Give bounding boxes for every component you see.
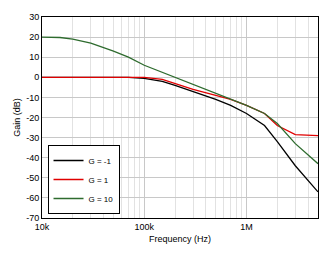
- svg-text:100k: 100k: [134, 222, 154, 232]
- svg-text:-30: -30: [26, 133, 39, 143]
- svg-text:Frequency (Hz): Frequency (Hz): [149, 234, 211, 244]
- svg-text:30: 30: [29, 12, 39, 22]
- svg-text:G = 10: G = 10: [89, 195, 114, 204]
- svg-text:-70: -70: [26, 213, 39, 223]
- svg-text:10: 10: [29, 52, 39, 62]
- svg-text:10k: 10k: [35, 222, 50, 232]
- svg-text:0: 0: [34, 72, 39, 82]
- svg-text:-10: -10: [26, 93, 39, 103]
- svg-text:-60: -60: [26, 193, 39, 203]
- svg-text:20: 20: [29, 32, 39, 42]
- svg-text:1M: 1M: [240, 222, 253, 232]
- svg-text:-50: -50: [26, 173, 39, 183]
- svg-text:-40: -40: [26, 153, 39, 163]
- svg-text:G = 1: G = 1: [89, 176, 109, 185]
- svg-text:-20: -20: [26, 113, 39, 123]
- svg-text:Gain (dB): Gain (dB): [12, 98, 22, 137]
- svg-text:G = -1: G = -1: [89, 157, 112, 166]
